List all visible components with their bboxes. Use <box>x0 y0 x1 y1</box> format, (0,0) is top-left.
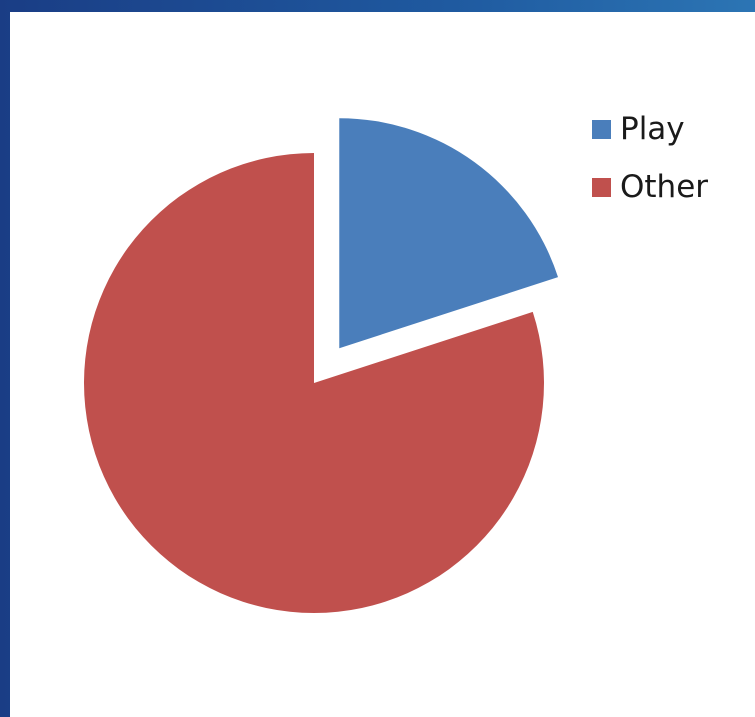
legend-item-play: Play <box>592 100 708 158</box>
legend: Play Other <box>592 100 708 216</box>
legend-label-play: Play <box>620 111 685 147</box>
pie-slice-other <box>83 153 544 613</box>
legend-swatch-other <box>592 177 611 197</box>
legend-label-other: Other <box>620 169 709 205</box>
pie-slice-play <box>339 118 559 349</box>
legend-swatch-play <box>592 119 611 139</box>
legend-item-other: Other <box>592 158 708 216</box>
